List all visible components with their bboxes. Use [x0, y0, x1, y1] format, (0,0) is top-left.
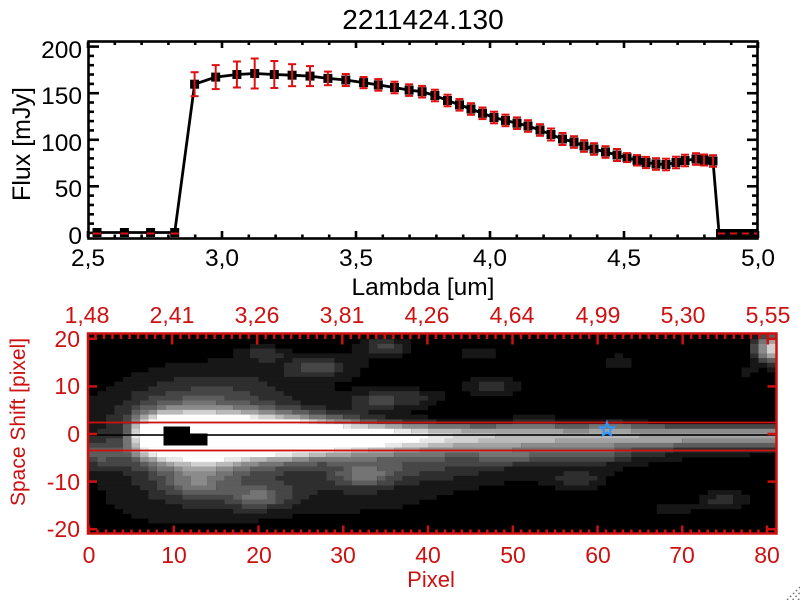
svg-text:4,26: 4,26	[405, 302, 450, 328]
svg-text:Pixel: Pixel	[407, 567, 455, 592]
svg-text:10: 10	[161, 542, 187, 568]
svg-text:5,0: 5,0	[741, 245, 775, 272]
svg-text:200: 200	[41, 37, 82, 64]
svg-text:-10: -10	[47, 469, 80, 495]
svg-text:5,55: 5,55	[746, 302, 791, 328]
svg-text:20: 20	[246, 542, 272, 568]
svg-text:70: 70	[669, 542, 695, 568]
svg-text:2,41: 2,41	[150, 302, 195, 328]
svg-text:0: 0	[68, 223, 82, 250]
svg-text:30: 30	[330, 542, 356, 568]
svg-text:1,48: 1,48	[65, 302, 110, 328]
svg-text:Space Shift [pixel]: Space Shift [pixel]	[7, 338, 30, 506]
svg-text:3,5: 3,5	[339, 245, 373, 272]
svg-text:60: 60	[585, 542, 611, 568]
svg-text:Lambda [um]: Lambda [um]	[352, 274, 495, 301]
svg-text:20: 20	[54, 326, 80, 352]
svg-text:2211424.130: 2211424.130	[342, 4, 503, 35]
svg-text:0: 0	[67, 421, 80, 447]
svg-text:0: 0	[83, 542, 96, 568]
svg-text:50: 50	[500, 542, 526, 568]
svg-text:4,0: 4,0	[473, 245, 507, 272]
svg-text:150: 150	[41, 83, 82, 110]
svg-text:3,0: 3,0	[205, 245, 239, 272]
svg-text:-20: -20	[47, 516, 80, 542]
svg-text:50: 50	[55, 176, 82, 203]
svg-text:40: 40	[415, 542, 441, 568]
svg-text:5,30: 5,30	[661, 302, 706, 328]
svg-text:4,99: 4,99	[576, 302, 621, 328]
svg-text:4,64: 4,64	[490, 302, 535, 328]
svg-text:2,5: 2,5	[71, 245, 105, 272]
svg-text:4,5: 4,5	[607, 245, 641, 272]
svg-text:3,81: 3,81	[320, 302, 365, 328]
svg-text:80: 80	[754, 542, 780, 568]
svg-text:100: 100	[41, 130, 82, 157]
svg-text:10: 10	[54, 373, 80, 399]
svg-text:3,26: 3,26	[235, 302, 280, 328]
svg-text:Flux [mJy]: Flux [mJy]	[8, 87, 36, 201]
